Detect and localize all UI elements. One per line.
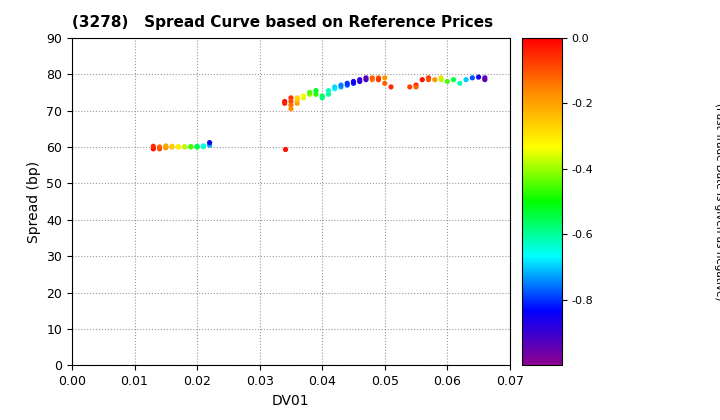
Point — [160, 144, 171, 151]
Point — [373, 76, 384, 83]
Point — [385, 84, 397, 90]
Point — [454, 80, 466, 87]
Point — [166, 144, 178, 150]
Point — [317, 94, 328, 101]
Point — [204, 142, 215, 149]
Point — [304, 91, 315, 97]
Point — [436, 76, 447, 83]
Point — [323, 87, 334, 94]
Point — [292, 100, 303, 107]
Point — [160, 142, 171, 149]
Point — [479, 76, 490, 83]
Point — [279, 98, 290, 105]
Y-axis label: Spread (bp): Spread (bp) — [27, 160, 41, 243]
Point — [297, 93, 309, 100]
Point — [336, 82, 347, 89]
Point — [379, 80, 390, 87]
Point — [173, 144, 184, 150]
Point — [329, 85, 341, 92]
Point — [479, 74, 490, 81]
Point — [366, 74, 378, 81]
Point — [173, 143, 184, 150]
Point — [310, 87, 322, 94]
Point — [423, 74, 434, 81]
Point — [341, 80, 353, 87]
Point — [154, 144, 166, 150]
Point — [448, 76, 459, 83]
Point — [197, 143, 209, 150]
Point — [410, 84, 422, 90]
Point — [179, 144, 190, 150]
Point — [467, 74, 478, 81]
Point — [185, 144, 197, 150]
Point — [379, 74, 390, 81]
Point — [460, 76, 472, 83]
Point — [354, 78, 366, 85]
Point — [148, 143, 159, 150]
Point — [279, 145, 290, 152]
Point — [348, 78, 359, 85]
X-axis label: DV01: DV01 — [272, 394, 310, 408]
Point — [429, 76, 441, 83]
Point — [336, 84, 347, 90]
Point — [304, 89, 315, 96]
Point — [192, 143, 203, 150]
Point — [441, 78, 453, 85]
Point — [473, 74, 485, 81]
Point — [360, 76, 372, 83]
Point — [148, 145, 159, 152]
Point — [410, 82, 422, 89]
Point — [323, 91, 334, 97]
Point — [192, 144, 203, 150]
Point — [310, 91, 322, 97]
Point — [373, 74, 384, 81]
Point — [297, 94, 309, 101]
Point — [366, 76, 378, 83]
Point — [285, 102, 297, 108]
Point — [179, 143, 190, 150]
Point — [348, 80, 359, 87]
Point — [317, 93, 328, 100]
Point — [279, 100, 290, 107]
Point — [166, 143, 178, 150]
Point — [423, 76, 434, 83]
Point — [292, 96, 303, 103]
Point — [417, 76, 428, 83]
Point — [197, 142, 209, 149]
Y-axis label: Time in years between 5/2/2025 and Trade Date
(Past Trade Date is given as negat: Time in years between 5/2/2025 and Trade… — [714, 76, 720, 327]
Point — [154, 145, 166, 152]
Point — [436, 74, 447, 81]
Point — [341, 82, 353, 89]
Point — [285, 98, 297, 105]
Point — [285, 94, 297, 101]
Point — [360, 74, 372, 81]
Point — [285, 105, 297, 112]
Point — [292, 94, 303, 101]
Point — [160, 144, 171, 150]
Point — [185, 143, 197, 150]
Point — [304, 91, 315, 97]
Point — [329, 84, 341, 90]
Text: (3278)   Spread Curve based on Reference Prices: (3278) Spread Curve based on Reference P… — [72, 15, 493, 30]
Point — [404, 84, 415, 90]
Point — [354, 76, 366, 83]
Point — [204, 139, 215, 146]
